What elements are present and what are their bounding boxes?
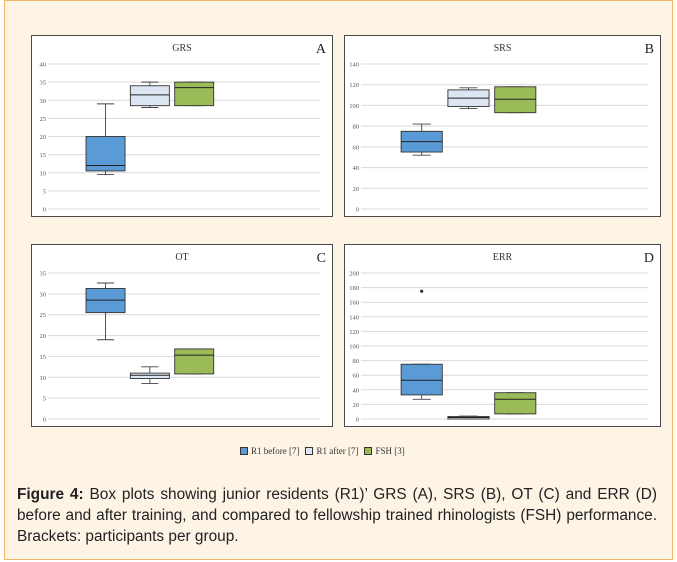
box-3 xyxy=(174,348,215,375)
box-3 xyxy=(494,86,537,114)
legend-label: R1 before [7] xyxy=(251,446,300,456)
y-tick-label: 25 xyxy=(40,116,47,123)
chart-panel-a: GRS A 0 5 10 15 20 25 30 35 40 xyxy=(31,35,333,217)
outlier-point xyxy=(420,289,424,293)
y-tick-label: 5 xyxy=(43,396,46,403)
y-tick-label: 180 xyxy=(349,285,359,292)
box-body xyxy=(494,86,537,114)
chart-panel-d: ERR D 0 20 40 60 80 100 120 140 160 180 200 xyxy=(344,244,661,427)
y-tick-label: 15 xyxy=(40,354,47,361)
chart-panel-b: SRS B 0 20 40 60 80 100 120 140 xyxy=(344,35,661,217)
panel-letter: D xyxy=(644,251,654,266)
y-tick-label: 20 xyxy=(353,186,360,193)
caption-text: Box plots showing junior residents (R1)’… xyxy=(17,486,657,545)
y-tick-label: 120 xyxy=(349,329,359,336)
y-tick-label: 30 xyxy=(40,98,47,105)
panel-letter: A xyxy=(316,42,327,57)
chart-svg: ERR D 0 20 40 60 80 100 120 140 160 180 200 xyxy=(349,251,654,424)
y-tick-label: 0 xyxy=(356,417,359,424)
legend-item: FSH [3] xyxy=(364,446,405,456)
y-tick-label: 0 xyxy=(356,207,359,214)
legend-item: R1 before [7] xyxy=(240,446,299,456)
box-body xyxy=(129,372,170,379)
box-1 xyxy=(400,289,443,400)
legend-item: R1 after [7] xyxy=(305,446,358,456)
box-3 xyxy=(174,81,215,107)
y-tick-label: 0 xyxy=(43,417,46,424)
y-tick-label: 25 xyxy=(40,312,47,319)
box-1 xyxy=(85,282,126,341)
y-tick-label: 100 xyxy=(349,103,359,110)
y-tick-label: 10 xyxy=(40,170,47,177)
y-tick-label: 60 xyxy=(353,144,360,151)
panel-letter: C xyxy=(317,251,326,266)
box-3 xyxy=(494,392,537,415)
figure-caption: Figure 4: Box plots showing junior resid… xyxy=(17,484,657,547)
box-body xyxy=(129,85,170,107)
y-tick-label: 20 xyxy=(40,134,47,141)
y-tick-label: 60 xyxy=(353,373,360,380)
y-tick-label: 15 xyxy=(40,152,47,159)
box-2 xyxy=(129,81,170,108)
y-tick-label: 20 xyxy=(40,333,47,340)
panel-letter: B xyxy=(645,42,654,57)
box-1 xyxy=(400,123,443,156)
box-body xyxy=(400,363,443,396)
y-tick-label: 140 xyxy=(349,62,359,69)
chart-title: OT xyxy=(175,252,188,263)
y-tick-label: 80 xyxy=(353,358,360,365)
box-2 xyxy=(447,415,490,420)
box-2 xyxy=(129,366,170,384)
y-tick-label: 100 xyxy=(349,344,359,351)
box-body xyxy=(174,81,215,107)
box-2 xyxy=(447,87,490,109)
box-1 xyxy=(85,103,126,176)
y-tick-label: 40 xyxy=(353,165,360,172)
y-tick-label: 30 xyxy=(40,291,47,298)
box-body xyxy=(174,348,215,375)
y-tick-label: 35 xyxy=(40,271,47,278)
y-tick-label: 20 xyxy=(353,402,360,409)
chart-panel-c: OT C 0 5 10 15 20 25 30 35 xyxy=(31,244,333,427)
legend-label: R1 after [7] xyxy=(316,446,359,456)
y-tick-label: 120 xyxy=(349,82,359,89)
y-tick-label: 5 xyxy=(43,188,46,195)
y-tick-label: 200 xyxy=(349,271,359,278)
chart-title: GRS xyxy=(172,43,191,54)
y-tick-label: 80 xyxy=(353,124,360,131)
y-tick-label: 35 xyxy=(40,80,47,87)
chart-svg: GRS A 0 5 10 15 20 25 30 35 40 xyxy=(40,42,327,214)
chart-legend: R1 before [7] R1 after [7] FSH [3] xyxy=(240,443,470,459)
legend-label: FSH [3] xyxy=(375,446,405,456)
legend-swatch xyxy=(364,447,373,455)
legend-swatch xyxy=(305,447,314,455)
chart-title: ERR xyxy=(493,252,513,263)
chart-svg: SRS B 0 20 40 60 80 100 120 140 xyxy=(349,42,654,214)
y-tick-label: 40 xyxy=(40,62,47,69)
y-tick-label: 10 xyxy=(40,375,47,382)
box-body xyxy=(494,392,537,415)
y-tick-label: 160 xyxy=(349,300,359,307)
y-tick-label: 140 xyxy=(349,314,359,321)
chart-svg: OT C 0 5 10 15 20 25 30 35 xyxy=(40,251,327,424)
y-tick-label: 40 xyxy=(353,387,360,394)
caption-label: Figure 4: xyxy=(17,486,84,503)
chart-title: SRS xyxy=(494,43,512,54)
legend-swatch xyxy=(240,447,248,455)
y-tick-label: 0 xyxy=(43,207,46,214)
